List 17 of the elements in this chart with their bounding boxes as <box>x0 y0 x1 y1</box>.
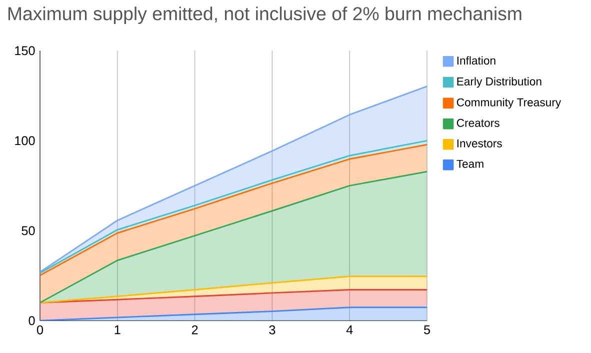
y-tick-label: 0 <box>28 316 35 326</box>
x-tick-label: 5 <box>424 325 430 334</box>
y-tick-label: 50 <box>22 226 35 236</box>
chart-title: Maximum supply emitted, not inclusive of 2% burn mechanism <box>8 6 522 24</box>
legend-label: Inflation <box>457 56 496 65</box>
y-tick-label: 100 <box>15 136 35 146</box>
x-tick-label: 1 <box>114 325 120 334</box>
x-tick-label: 2 <box>192 325 198 334</box>
x-tick-label: 3 <box>269 325 276 334</box>
y-tick-label: 150 <box>15 46 35 56</box>
legend-label: Community Treasury <box>456 98 562 109</box>
legend-label: Team <box>456 160 484 168</box>
x-tick-label: 0 <box>36 325 44 334</box>
x-tick-label: 4 <box>346 325 353 334</box>
legend-label: Investors <box>457 139 502 148</box>
legend-label: Creators <box>456 118 500 127</box>
legend-label: Early Distribution <box>457 77 542 88</box>
